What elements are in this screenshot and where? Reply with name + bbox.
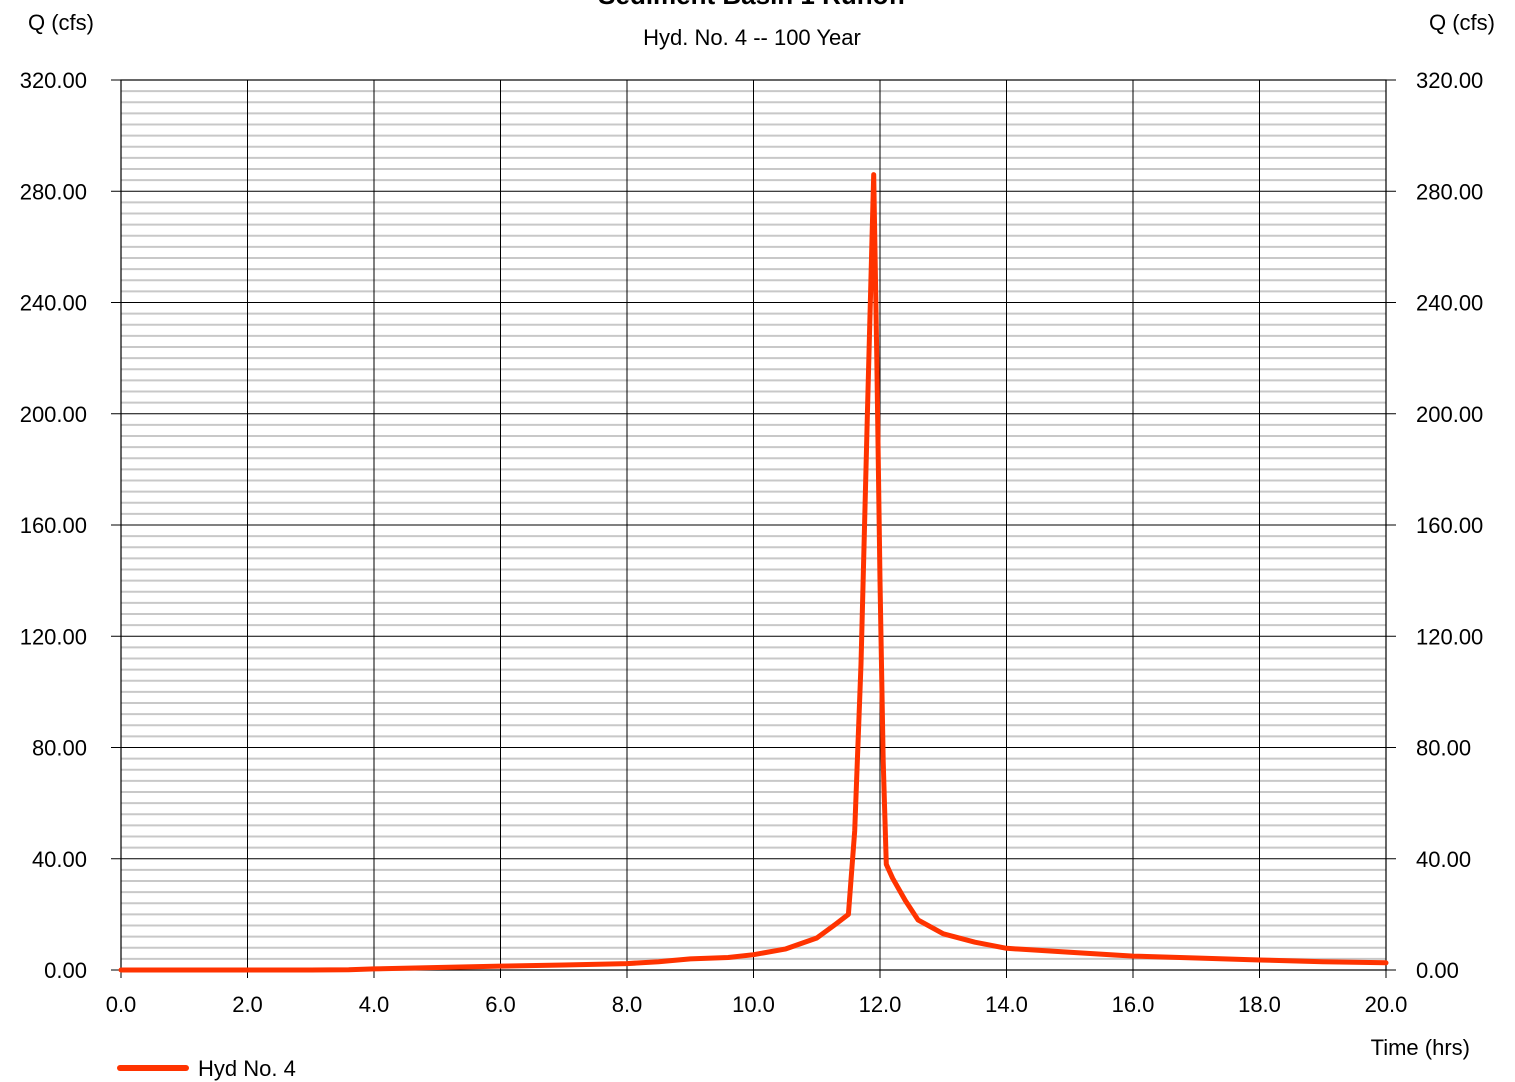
y-tick-label: 0.00 xyxy=(44,958,87,983)
legend: Hyd No. 4 xyxy=(117,1056,296,1081)
x-tick-label: 8.0 xyxy=(612,992,643,1017)
y-tick-label: 280.00 xyxy=(1416,179,1483,204)
y-tick-label: 80.00 xyxy=(1416,736,1471,761)
y-tick-label: 160.00 xyxy=(20,513,87,538)
x-tick-label: 20.0 xyxy=(1365,992,1408,1017)
y-tick-labels-right: 0.00 40.00 80.00 120.00 160.00 200.00 240.00 28… xyxy=(1416,68,1483,983)
y-tick-label: 320.00 xyxy=(1416,68,1483,93)
y-tick-label: 120.00 xyxy=(20,624,87,649)
x-tick-label: 0.0 xyxy=(106,992,137,1017)
x-axis-label: Time (hrs) xyxy=(1371,1035,1470,1060)
y-tick-label: 0.00 xyxy=(1416,958,1459,983)
y-tick-label: 40.00 xyxy=(1416,847,1471,872)
series-line-hyd-no-4 xyxy=(118,172,1389,973)
y-axis-label-left: Q (cfs) xyxy=(28,10,94,35)
series-layer xyxy=(118,172,1389,973)
y-tick-label: 80.00 xyxy=(32,736,87,761)
x-tick-label: 18.0 xyxy=(1238,992,1281,1017)
y-tick-label: 120.00 xyxy=(1416,624,1483,649)
chart-title: Sediment Basin 1 Runoff xyxy=(598,0,906,10)
y-tick-label: 240.00 xyxy=(1416,291,1483,316)
chart-subtitle: Hyd. No. 4 -- 100 Year xyxy=(643,25,861,50)
y-tick-label: 240.00 xyxy=(20,291,87,316)
y-tick-label: 160.00 xyxy=(1416,513,1483,538)
x-tick-label: 6.0 xyxy=(485,992,516,1017)
x-tick-label: 12.0 xyxy=(859,992,902,1017)
y-tick-label: 40.00 xyxy=(32,847,87,872)
x-tick-label: 10.0 xyxy=(732,992,775,1017)
y-tick-label: 200.00 xyxy=(20,402,87,427)
y-axis-label-right: Q (cfs) xyxy=(1429,10,1495,35)
axis-ticks xyxy=(111,79,1396,978)
y-tick-labels-left: 0.00 40.00 80.00 120.00 160.00 200.00 240.00 28… xyxy=(20,68,87,983)
x-tick-label: 16.0 xyxy=(1112,992,1155,1017)
y-tick-label: 320.00 xyxy=(20,68,87,93)
x-tick-label: 4.0 xyxy=(359,992,390,1017)
x-tick-label: 2.0 xyxy=(232,992,263,1017)
legend-label: Hyd No. 4 xyxy=(198,1056,296,1081)
y-tick-label: 280.00 xyxy=(20,179,87,204)
x-tick-label: 14.0 xyxy=(985,992,1028,1017)
x-tick-labels: 0.0 2.0 4.0 6.0 8.0 10.0 12.0 14.0 16.0 18.0 20.0 xyxy=(106,992,1408,1017)
y-tick-label: 200.00 xyxy=(1416,402,1483,427)
